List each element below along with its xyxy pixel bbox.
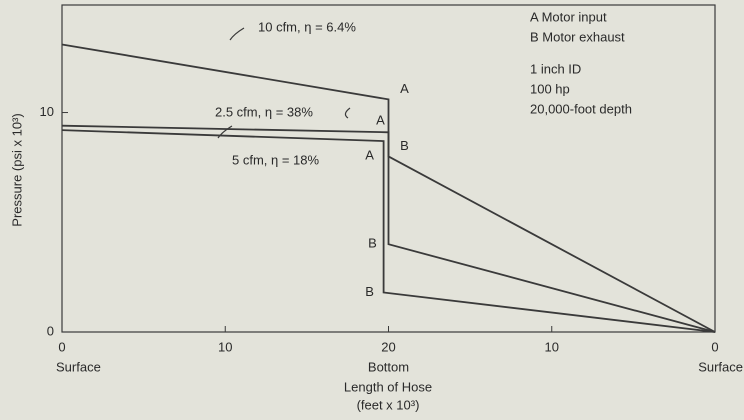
note: A Motor input [530, 9, 607, 24]
x-tick-label: 10 [218, 339, 232, 354]
series-label: 2.5 cfm, η = 38% [215, 104, 313, 119]
series-label: 10 cfm, η = 6.4% [258, 19, 356, 34]
point-label: B [368, 236, 377, 251]
series-line [61, 129, 716, 333]
point-label: B [400, 138, 409, 153]
x-tick-label: 10 [545, 339, 559, 354]
x-sublabel: Surface [56, 359, 101, 374]
note: 1 inch ID [530, 61, 581, 76]
point-label: A [365, 148, 374, 163]
y-tick-label: 10 [40, 104, 54, 119]
point-label: A [400, 81, 409, 96]
series-leader [217, 125, 233, 139]
x-sublabel: Surface [698, 359, 743, 374]
x-axis-label-unit: (feet x 10³) [357, 397, 420, 412]
note: 100 hp [530, 81, 570, 96]
note: B Motor exhaust [530, 29, 625, 44]
x-tick-label: 0 [711, 339, 718, 354]
series-line [61, 43, 716, 333]
x-tick-label: 20 [381, 339, 395, 354]
series-leader [344, 107, 351, 119]
point-label: A [376, 113, 385, 128]
y-tick-label: 0 [47, 323, 54, 338]
series-leader [229, 27, 245, 41]
y-axis-label: Pressure (psi x 10³) [9, 113, 24, 226]
series-line [61, 124, 716, 333]
x-sublabel: Bottom [368, 359, 409, 374]
x-axis-label: Length of Hose [344, 379, 432, 394]
point-label: B [365, 284, 374, 299]
series-label: 5 cfm, η = 18% [232, 152, 320, 167]
note: 20,000-foot depth [530, 101, 632, 116]
x-tick-label: 0 [58, 339, 65, 354]
